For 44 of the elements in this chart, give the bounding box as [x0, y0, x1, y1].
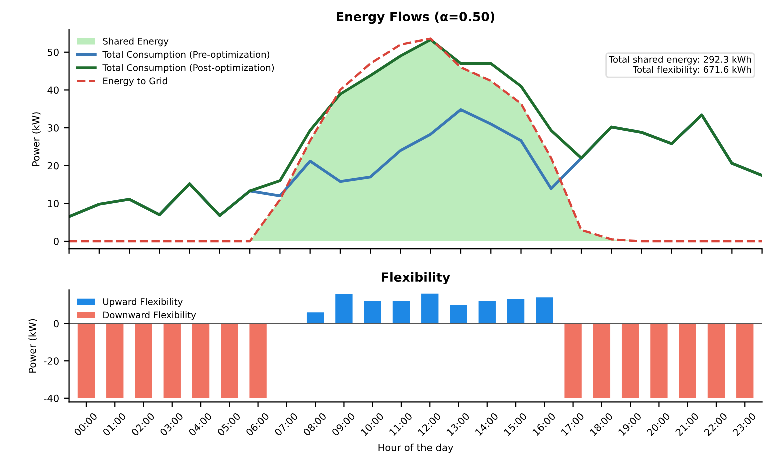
- bar: [78, 324, 96, 398]
- y-tick-label: 0: [54, 238, 59, 246]
- legend-label: Total Consumption (Pre-optimization): [102, 51, 270, 60]
- y-tick-label: -40: [44, 394, 59, 402]
- bar: [135, 324, 152, 398]
- chart-title: Energy Flows (α=0.50): [337, 12, 495, 24]
- bar: [736, 324, 754, 398]
- bar: [564, 324, 582, 398]
- bar: [364, 301, 382, 324]
- chart-title: Flexibility: [382, 272, 450, 285]
- legend-label: Total Consumption (Post-optimization): [102, 64, 274, 74]
- legend-label: Upward Flexibility: [103, 298, 183, 308]
- annotation: Total shared energy: 292.3 kWh Total flexibility: 671.6 kWh: [609, 56, 752, 75]
- bar: [536, 298, 554, 324]
- y-axis-title: Power (kW): [32, 112, 41, 166]
- y-tick-label: 30: [48, 124, 59, 132]
- bar: [164, 324, 181, 398]
- y-tick-label: 20: [48, 162, 59, 170]
- bar: [622, 324, 640, 398]
- bar: [192, 324, 210, 398]
- bar: [650, 324, 668, 398]
- legend-label: Energy to Grid: [104, 78, 168, 86]
- y-tick-label: 10: [48, 200, 59, 208]
- bar: [422, 294, 439, 324]
- bar: [478, 301, 496, 324]
- y-axis-title: Power (kW): [28, 319, 38, 373]
- y-tick-label: 40: [48, 86, 59, 94]
- legend-label: Downward Flexibility: [104, 312, 196, 320]
- bar: [679, 324, 696, 398]
- legend-label: Shared Energy: [103, 38, 169, 47]
- bar: [336, 294, 353, 324]
- bar: [221, 324, 238, 398]
- bar: [306, 312, 324, 324]
- bar: [392, 301, 410, 324]
- bar: [593, 324, 611, 398]
- y-tick-label: 0: [54, 320, 59, 328]
- y-tick-label: 50: [48, 48, 59, 56]
- y-tick-label: -20: [44, 358, 59, 365]
- bar: [250, 324, 267, 398]
- bar: [708, 324, 726, 398]
- x-axis-title: Hour of the day: [378, 444, 454, 454]
- bar: [450, 305, 468, 324]
- bar: [507, 300, 525, 324]
- bar: [106, 324, 124, 398]
